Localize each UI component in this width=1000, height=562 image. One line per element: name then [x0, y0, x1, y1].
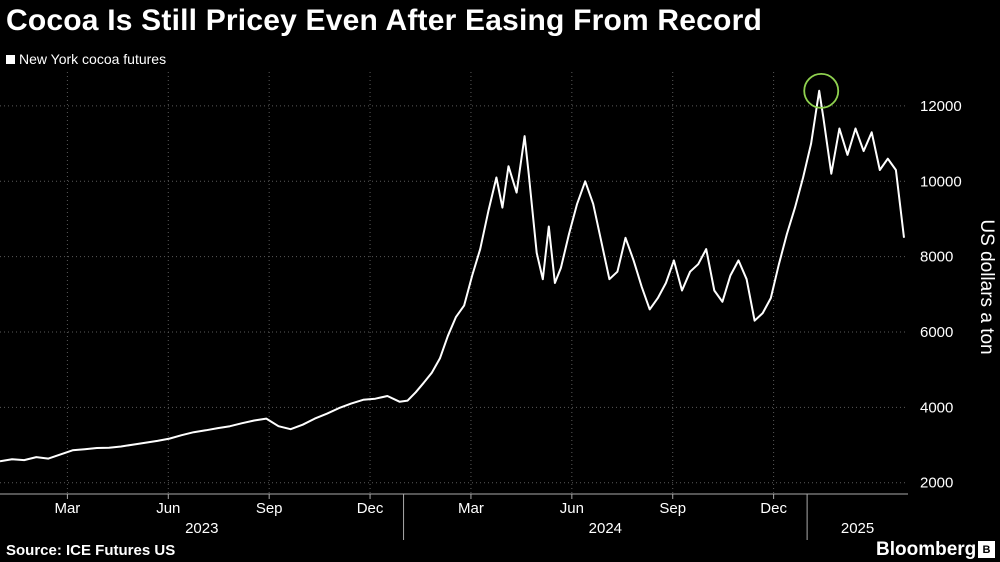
y-tick-label: 6000 — [920, 324, 953, 341]
y-axis: 2000 4000 6000 8000 10000 12000 — [920, 98, 962, 492]
y-axis-label: US dollars a ton — [976, 219, 997, 354]
source-note: Source: ICE Futures US — [6, 542, 176, 559]
x-year-label: 2023 — [185, 520, 218, 537]
y-tick-label: 2000 — [920, 475, 953, 492]
x-year-label: 2024 — [589, 520, 622, 537]
x-tick-label: Jun — [156, 500, 180, 517]
bloomberg-logo: Bloomberg — [876, 539, 977, 560]
bloomberg-badge-icon: B — [978, 541, 995, 558]
legend: New York cocoa futures — [6, 51, 166, 67]
y-tick-label: 4000 — [920, 399, 953, 416]
series-line-new-york-cocoa-futures — [0, 89, 905, 463]
annotations — [803, 72, 840, 109]
x-tick-label: Mar — [54, 500, 80, 517]
x-tick-label: Sep — [256, 500, 283, 517]
x-tick-label: Sep — [659, 500, 686, 517]
gridlines — [0, 72, 908, 494]
y-tick-label: 10000 — [920, 173, 962, 190]
x-tick-label: Dec — [357, 500, 384, 517]
x-tick-label: Jun — [560, 500, 584, 517]
x-year-label: 2025 — [841, 520, 874, 537]
chart-title: Cocoa Is Still Pricey Even After Easing … — [6, 4, 762, 37]
x-tick-label: Mar — [458, 500, 484, 517]
y-tick-label: 8000 — [920, 249, 953, 266]
x-tick-label: Dec — [760, 500, 787, 517]
record-high-circle — [803, 72, 840, 109]
x-axis: Mar Jun Sep Dec Mar Jun Sep Dec 2023 2024 2025 — [0, 493, 908, 540]
legend-label: New York cocoa futures — [19, 51, 167, 67]
y-tick-label: 12000 — [920, 98, 962, 115]
legend-swatch — [6, 54, 15, 64]
